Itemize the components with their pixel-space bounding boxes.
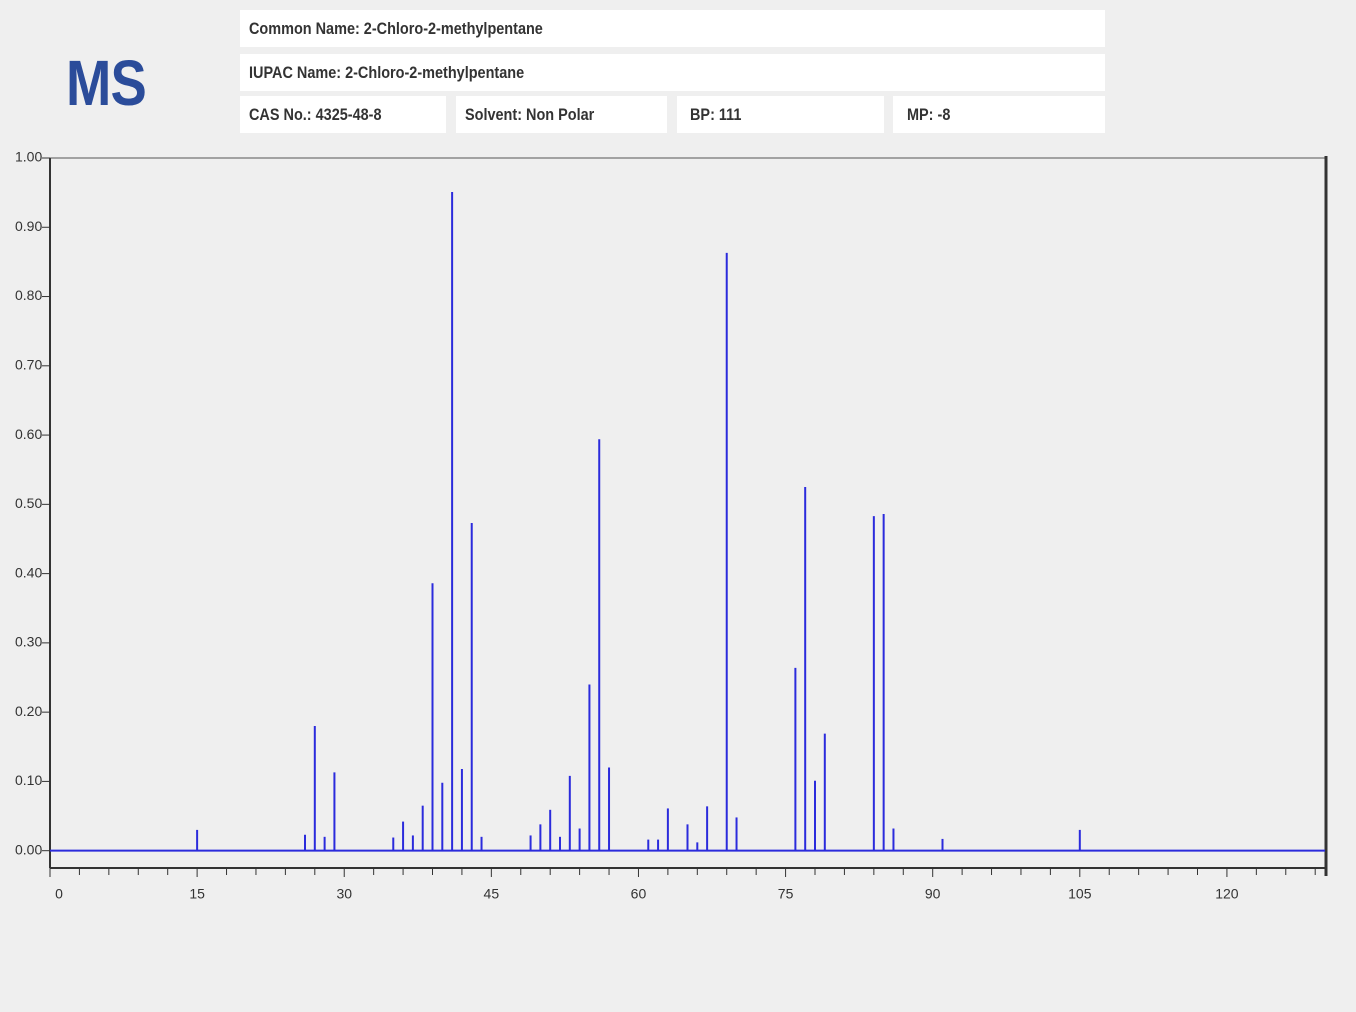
y-tick-label: 0.80 [15,287,42,303]
y-tick-label: 0.00 [15,841,42,857]
boiling-point: BP: 111 [690,105,742,124]
logo: MS [66,47,147,119]
x-tick-label: 120 [1215,886,1239,902]
solvent: Solvent: Non Polar [465,105,595,124]
x-tick-label: 0 [55,886,63,902]
x-tick-label: 75 [778,886,794,902]
y-tick-label: 0.50 [15,495,42,511]
plot-frame [49,157,1326,869]
y-tick-label: 0.10 [15,772,42,788]
y-tick-label: 0.30 [15,634,42,650]
y-tick-label: 0.70 [15,357,42,373]
info-box: CAS No.: 4325-48-8 [240,96,446,133]
y-tick-label: 1.00 [15,149,42,165]
x-tick-label: 90 [925,886,941,902]
info-box: IUPAC Name: 2-Chloro-2-methylpentane [240,54,1105,91]
y-tick-label: 0.40 [15,564,42,580]
melting-point: MP: -8 [907,105,951,124]
info-box: BP: 111 [677,96,884,133]
x-tick-label: 105 [1068,886,1092,902]
info-box: Solvent: Non Polar [456,96,667,133]
x-tick-label: 15 [189,886,205,902]
iupac-name: IUPAC Name: 2-Chloro-2-methylpentane [249,63,525,82]
x-tick-label: 30 [336,886,352,902]
x-tick-label: 45 [484,886,500,902]
common-name: Common Name: 2-Chloro-2-methylpentane [249,19,543,38]
info-box: MP: -8 [893,96,1105,133]
y-tick-label: 0.60 [15,426,42,442]
y-tick-label: 0.20 [15,703,42,719]
info-box: Common Name: 2-Chloro-2-methylpentane [240,10,1105,47]
cas-number: CAS No.: 4325-48-8 [249,105,382,124]
x-tick-label: 60 [631,886,647,902]
y-tick-label: 0.90 [15,218,42,234]
